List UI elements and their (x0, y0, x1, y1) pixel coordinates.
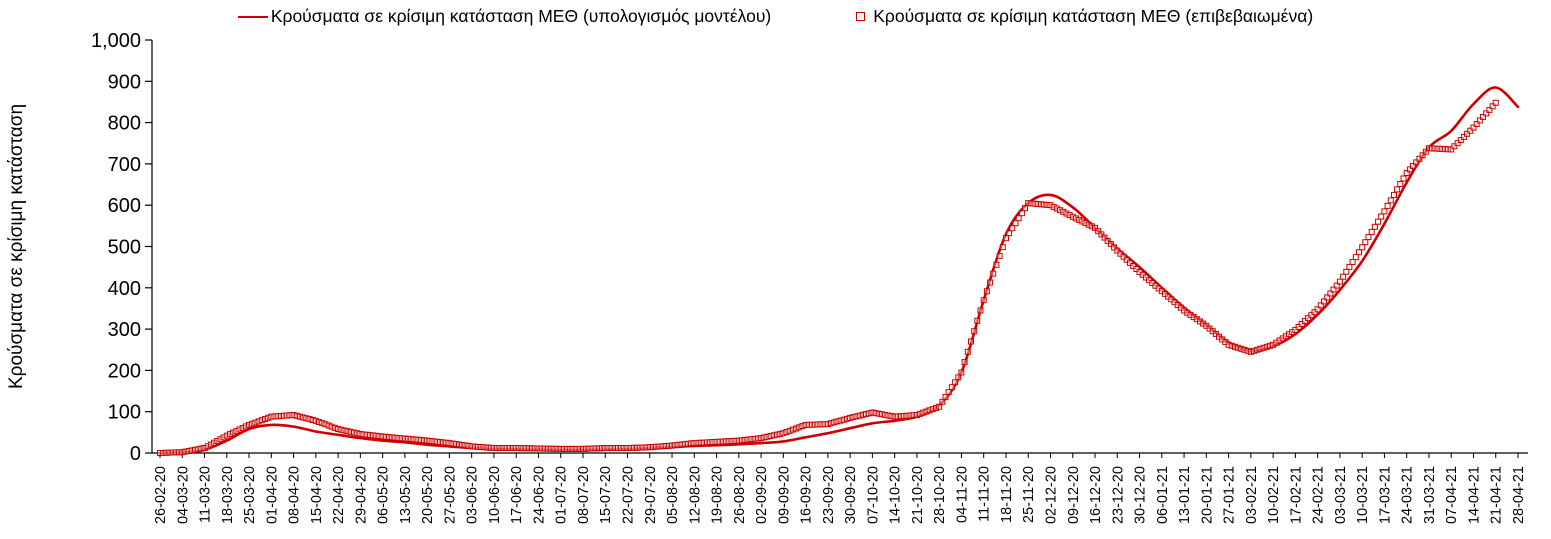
svg-text:01-04-20: 01-04-20 (264, 466, 280, 524)
svg-text:17-02-21: 17-02-21 (1288, 466, 1304, 524)
svg-text:15-04-20: 15-04-20 (309, 466, 325, 524)
svg-text:09-09-20: 09-09-20 (776, 466, 792, 524)
svg-text:22-04-20: 22-04-20 (331, 466, 347, 524)
svg-text:27-01-21: 27-01-21 (1222, 466, 1238, 524)
svg-text:17-06-20: 17-06-20 (509, 466, 525, 524)
svg-text:26-08-20: 26-08-20 (732, 466, 748, 524)
svg-text:09-12-20: 09-12-20 (1066, 466, 1082, 524)
legend-confirmed-label: Κρούσματα σε κρίσιμη κατάσταση ΜΕΘ (επιβ… (873, 6, 1314, 26)
svg-text:18-03-20: 18-03-20 (220, 466, 236, 524)
svg-text:03-03-21: 03-03-21 (1333, 466, 1349, 524)
svg-text:500: 500 (108, 237, 141, 259)
svg-text:0: 0 (130, 443, 141, 465)
svg-text:10-02-21: 10-02-21 (1266, 466, 1282, 524)
legend-item-confirmed: Κρούσματα σε κρίσιμη κατάσταση ΜΕΘ (επιβ… (856, 6, 1313, 27)
svg-text:29-04-20: 29-04-20 (353, 466, 369, 524)
svg-text:17-03-21: 17-03-21 (1377, 466, 1393, 524)
svg-text:02-12-20: 02-12-20 (1043, 466, 1059, 524)
legend-item-model: Κρούσματα σε κρίσιμη κατάσταση ΜΕΘ (υπολ… (237, 6, 772, 27)
svg-text:600: 600 (108, 195, 141, 217)
legend-model-label: Κρούσματα σε κρίσιμη κατάσταση ΜΕΘ (υπολ… (270, 6, 772, 26)
svg-text:02-09-20: 02-09-20 (754, 466, 770, 524)
svg-text:13-01-21: 13-01-21 (1177, 466, 1193, 524)
legend: Κρούσματα σε κρίσιμη κατάσταση ΜΕΘ (υπολ… (0, 6, 1551, 27)
model-line-swatch-icon (237, 15, 268, 18)
svg-text:08-04-20: 08-04-20 (287, 466, 303, 524)
svg-text:30-09-20: 30-09-20 (843, 466, 859, 524)
svg-text:10-03-21: 10-03-21 (1355, 466, 1371, 524)
svg-text:23-09-20: 23-09-20 (821, 466, 837, 524)
svg-text:14-04-21: 14-04-21 (1466, 466, 1482, 524)
svg-text:29-07-20: 29-07-20 (643, 466, 659, 524)
svg-text:06-01-21: 06-01-21 (1155, 466, 1171, 524)
svg-text:22-07-20: 22-07-20 (621, 466, 637, 524)
svg-text:900: 900 (108, 71, 141, 93)
svg-text:28-04-21: 28-04-21 (1511, 466, 1527, 524)
svg-text:30-12-20: 30-12-20 (1133, 466, 1149, 524)
svg-text:20-05-20: 20-05-20 (420, 466, 436, 524)
svg-text:10-06-20: 10-06-20 (487, 466, 503, 524)
svg-text:300: 300 (108, 319, 141, 341)
svg-text:24-02-21: 24-02-21 (1311, 466, 1327, 524)
svg-text:03-06-20: 03-06-20 (465, 466, 481, 524)
svg-text:26-02-20: 26-02-20 (153, 466, 169, 524)
svg-text:04-11-20: 04-11-20 (954, 466, 970, 523)
svg-text:08-07-20: 08-07-20 (576, 466, 592, 524)
svg-text:20-01-21: 20-01-21 (1199, 466, 1215, 524)
confirmed-marker-swatch-icon (856, 12, 866, 21)
svg-text:03-02-21: 03-02-21 (1244, 466, 1260, 524)
svg-text:14-10-20: 14-10-20 (888, 466, 904, 524)
svg-text:24-06-20: 24-06-20 (531, 466, 547, 524)
svg-text:700: 700 (108, 154, 141, 176)
svg-text:15-07-20: 15-07-20 (598, 466, 614, 524)
svg-text:11-03-20: 11-03-20 (198, 466, 214, 523)
svg-text:21-04-21: 21-04-21 (1489, 466, 1505, 524)
svg-text:1,000: 1,000 (91, 30, 141, 52)
svg-text:400: 400 (108, 278, 141, 300)
svg-text:200: 200 (108, 360, 141, 382)
svg-text:07-10-20: 07-10-20 (865, 466, 881, 524)
svg-text:13-05-20: 13-05-20 (398, 466, 414, 524)
svg-text:100: 100 (108, 402, 141, 424)
svg-text:07-04-21: 07-04-21 (1444, 466, 1460, 524)
svg-text:800: 800 (108, 113, 141, 135)
svg-text:24-03-21: 24-03-21 (1400, 466, 1416, 524)
svg-text:27-05-20: 27-05-20 (442, 466, 458, 524)
svg-text:23-12-20: 23-12-20 (1110, 466, 1126, 524)
svg-text:19-08-20: 19-08-20 (710, 466, 726, 524)
svg-text:06-05-20: 06-05-20 (376, 466, 392, 524)
svg-text:04-03-20: 04-03-20 (175, 466, 191, 524)
svg-text:31-03-21: 31-03-21 (1422, 466, 1438, 524)
svg-text:12-08-20: 12-08-20 (687, 466, 703, 524)
svg-text:25-11-20: 25-11-20 (1021, 466, 1037, 523)
svg-text:18-11-20: 18-11-20 (999, 466, 1015, 523)
svg-text:05-08-20: 05-08-20 (665, 466, 681, 524)
svg-text:16-09-20: 16-09-20 (799, 466, 815, 524)
svg-text:16-12-20: 16-12-20 (1088, 466, 1104, 524)
svg-text:21-10-20: 21-10-20 (910, 466, 926, 524)
svg-text:28-10-20: 28-10-20 (932, 466, 948, 524)
svg-text:01-07-20: 01-07-20 (554, 466, 570, 524)
svg-text:25-03-20: 25-03-20 (242, 466, 258, 524)
svg-text:11-11-20: 11-11-20 (977, 466, 993, 522)
